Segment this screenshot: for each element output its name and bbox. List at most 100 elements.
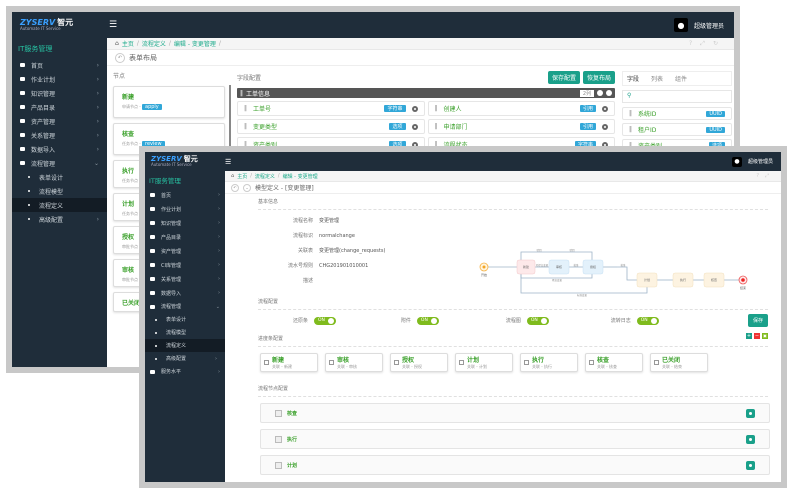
remove-icon[interactable]: − [754,333,760,339]
back-icon[interactable]: ↶ [115,52,125,63]
sidebar-item-process[interactable]: 流程管理 ⌄ [12,156,107,170]
flowchart-toggle[interactable]: ON [526,316,549,325]
menu-toggle-icon[interactable]: ☰ [225,157,232,166]
menu-toggle-icon[interactable]: ☰ [109,20,118,30]
tab-lists[interactable]: 列表 [651,76,664,83]
edit-icon[interactable] [746,408,755,418]
sidebar-item-relations[interactable]: 关系管理 › [145,272,225,286]
edit-icon[interactable] [746,460,755,470]
sidebar-item-process-def[interactable]: 流程定义 [145,339,225,352]
sidebar-item-import[interactable]: 数据导入 › [12,142,107,156]
checkbox[interactable] [264,360,269,365]
sidebar-item-catalog[interactable]: 产品目录 › [145,230,225,244]
collapse-icon[interactable]: ⌄ [243,183,251,192]
process-diagram[interactable]: 开始 新建 审核 授权 计划 执行 核查 结束 已提交变更 批准 驳回 驳回 紧… [477,238,777,298]
sidebar-item-job-plan[interactable]: 作业计划 › [145,202,225,216]
attachment-toggle[interactable]: ON [416,316,439,325]
save-button[interactable]: 保存 [747,314,768,327]
diagram-node-plan[interactable] [636,272,658,288]
node-panel-review[interactable]: 核查 [260,403,770,423]
sidebar-item-process-def[interactable]: 流程定义 [12,198,107,212]
sidebar-item-process[interactable]: 流程管理 ⌄ [145,300,225,313]
sidebar-item-advanced[interactable]: 高级配置 › [145,352,225,365]
add-icon[interactable]: + [746,333,752,339]
save-icon[interactable]: ▣ [762,333,768,339]
node-card-review[interactable]: 核查 任务节点 - review [113,123,225,155]
toolbar-icons[interactable]: ?⤢↻ [688,39,726,47]
sidebar-item-form-design[interactable]: 表单设计 [145,313,225,326]
sidebar-item-job-plan[interactable]: 作业计划 › [12,72,107,86]
sidebar-item-import[interactable]: 数据导入 › [145,286,225,300]
toolbar-icons[interactable]: ?⤢ [756,173,775,179]
gear-icon[interactable] [411,141,418,148]
field-row[interactable]: ‖ 申请部门 引用 [427,119,615,134]
diagram-node-execute[interactable] [672,272,694,288]
sidebar-item-home[interactable]: 首页 › [12,58,107,72]
sidebar-item-ci[interactable]: CI库管理 › [145,258,225,272]
field-row[interactable]: ‖ 创建人 引用 [427,101,615,116]
checkbox[interactable] [394,360,399,365]
diagram-node-new[interactable] [516,259,536,275]
sidebar-item-sla[interactable]: 服务水平 › [145,365,225,378]
node-card-new[interactable]: 新建 申请节点 - apply [113,86,225,118]
node-panel-plan[interactable]: 计划 [260,455,770,475]
tab-fields[interactable]: 字段 [627,76,640,83]
field-row[interactable]: ‖ 流程状态 字符串 [427,137,615,152]
sidebar-item-relations[interactable]: 关系管理 › [12,128,107,142]
sidebar-item-knowledge[interactable]: 知识管理 › [12,86,107,100]
library-field[interactable]: ‖ 租户ID UUID [622,123,732,136]
library-field[interactable]: ‖ 资产类别 选项 [622,139,732,152]
user-menu[interactable]: ● 超级管理员 [673,18,724,32]
sidebar-item-process-model[interactable]: 流程模型 [145,326,225,339]
sidebar-item-assets[interactable]: 资产管理 › [12,114,107,128]
sidebar-item-process-model[interactable]: 流程模型 [12,184,107,198]
breadcrumb-process-def[interactable]: 流程定义 [141,41,166,48]
gear-icon[interactable] [602,141,608,148]
user-menu[interactable]: ● 超级管理员 [731,156,773,167]
node-panel-execute[interactable]: 执行 [260,429,770,449]
checkbox[interactable] [329,360,334,365]
sidebar-item-knowledge[interactable]: 知识管理 › [145,216,225,230]
progress-card[interactable]: 已关闭 关联 - 结束 [650,353,708,372]
save-config-button[interactable]: 保存配置 [547,71,580,84]
checkbox[interactable] [589,360,594,365]
flow-log-toggle[interactable]: ON [636,316,659,325]
progress-card[interactable]: 审核 关联 - 审核 [325,353,383,372]
tab-components[interactable]: 组件 [675,76,688,83]
diagram-node-audit[interactable] [548,259,570,275]
gear-icon[interactable] [597,90,603,96]
gear-icon[interactable] [411,105,418,112]
field-row[interactable]: ‖ 资产类别 选项 [237,137,425,152]
group-header[interactable]: ‖ 工单信息 2列 [237,88,615,98]
back-icon[interactable]: ↶ [231,183,239,192]
checkbox[interactable] [524,360,529,365]
restore-layout-button[interactable]: 恢复布局 [582,71,615,84]
diagram-node-review[interactable] [703,272,725,288]
library-field[interactable]: ‖ 系统ID UUID [622,107,732,120]
progress-card[interactable]: 授权 关联 - 授权 [390,353,448,372]
progress-bar-toggle[interactable]: ON [314,316,336,325]
gear-icon[interactable] [411,123,418,130]
gear-icon[interactable] [602,105,608,112]
search-input[interactable]: ⚲ [622,90,732,103]
progress-card[interactable]: 核查 关联 - 核查 [585,353,643,372]
progress-card[interactable]: 新建 关联 - 新建 [260,353,318,372]
progress-card[interactable]: 执行 关联 - 执行 [520,353,578,372]
field-row[interactable]: ‖ 变更类型 选项 [237,119,425,134]
sidebar-item-home[interactable]: 首页 › [145,188,225,202]
field-row[interactable]: ‖ 工单号 字符串 [237,101,425,116]
progress-card[interactable]: 计划 关联 - 计划 [455,353,513,372]
gear-icon[interactable] [606,90,612,96]
sidebar-item-advanced[interactable]: 高级配置 › [12,212,107,226]
edit-icon[interactable] [746,434,755,444]
checkbox[interactable] [459,360,464,365]
gear-icon[interactable] [602,123,608,130]
checkbox[interactable] [654,360,659,365]
diagram-node-authorize[interactable] [582,259,604,275]
sidebar-item-catalog[interactable]: 产品目录 › [12,100,107,114]
drag-handle-icon[interactable]: ‖ [240,89,243,97]
breadcrumb-home[interactable]: 主页 [237,173,248,180]
columns-select[interactable]: 2列 [579,89,594,97]
sidebar-item-assets[interactable]: 资产管理 › [145,244,225,258]
breadcrumb-home[interactable]: 主页 [121,41,134,48]
